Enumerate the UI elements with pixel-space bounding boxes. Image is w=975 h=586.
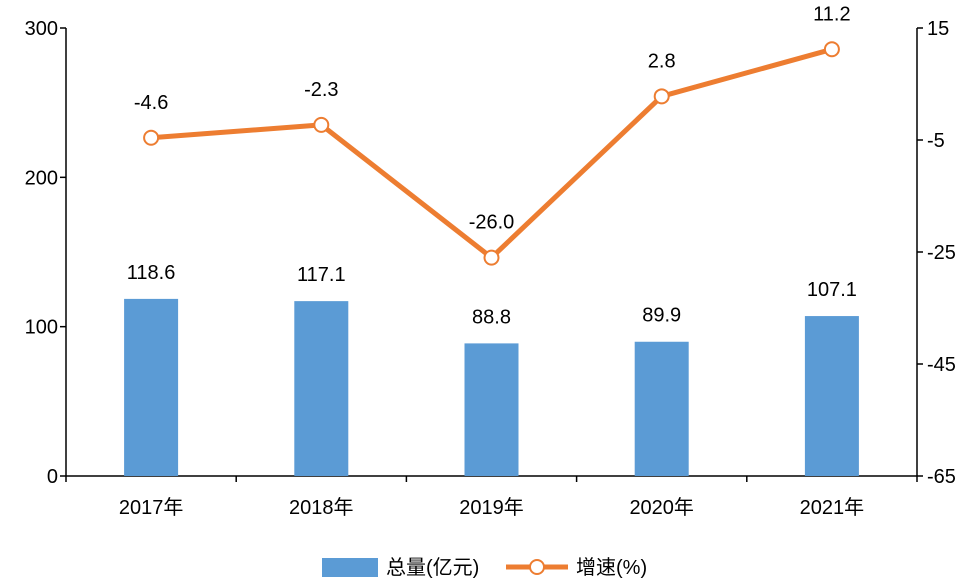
line-value-label: 11.2	[813, 3, 850, 25]
bar-value-label: 118.6	[127, 262, 176, 284]
line-value-label: -4.6	[134, 92, 168, 114]
bar	[464, 343, 519, 476]
bar	[804, 316, 859, 476]
bar-value-label: 117.1	[297, 264, 346, 286]
right-tick-label: -65	[927, 466, 956, 488]
bar-value-label: 88.8	[472, 306, 511, 328]
right-tick-label: -25	[927, 242, 956, 264]
bar	[294, 301, 349, 476]
line-value-label: -26.0	[469, 212, 515, 234]
legend-swatch-bar	[322, 558, 378, 577]
line-point	[483, 249, 500, 266]
line-point	[313, 116, 330, 133]
left-tick-label: 100	[25, 317, 58, 339]
left-tick-label: 0	[47, 466, 58, 488]
data-labels: 118.6 117.1 88.8 89.9 107.1 -4.6 -2.3 -26.0 2.8 1…	[127, 3, 857, 328]
line-point	[823, 41, 840, 58]
line-value-label: -2.3	[304, 79, 338, 101]
x-tick-label: 2020年	[629, 496, 694, 519]
line-point	[143, 129, 160, 146]
x-tick-label: 2018年	[289, 496, 354, 519]
bar	[634, 341, 689, 476]
bar-series	[124, 298, 859, 476]
legend-label-line: 增速(%)	[576, 556, 647, 579]
right-tick-label: -45	[927, 354, 956, 376]
bar-value-label: 89.9	[642, 305, 681, 327]
left-tick-label: 200	[25, 167, 58, 189]
line-point	[653, 88, 670, 105]
right-tick-label: -5	[927, 130, 945, 152]
bar	[124, 298, 179, 476]
legend-label-bar: 总量(亿元)	[386, 556, 479, 579]
legend-swatch-marker	[529, 559, 545, 575]
left-tick-label: 300	[25, 18, 58, 40]
line-series	[143, 41, 840, 266]
x-tick-label: 2021年	[800, 496, 865, 519]
legend: 总量(亿元) 增速(%)	[322, 556, 647, 579]
line-value-label: 2.8	[648, 50, 676, 72]
axes: 0 100 200 300 -65 -45 -25 -5 15 2017年 2018年 2019年 20…	[25, 18, 956, 519]
x-tick-label: 2017年	[119, 496, 184, 519]
right-tick-label: 15	[927, 18, 949, 40]
x-tick-label: 2019年	[459, 496, 524, 519]
bar-value-label: 107.1	[807, 279, 857, 301]
